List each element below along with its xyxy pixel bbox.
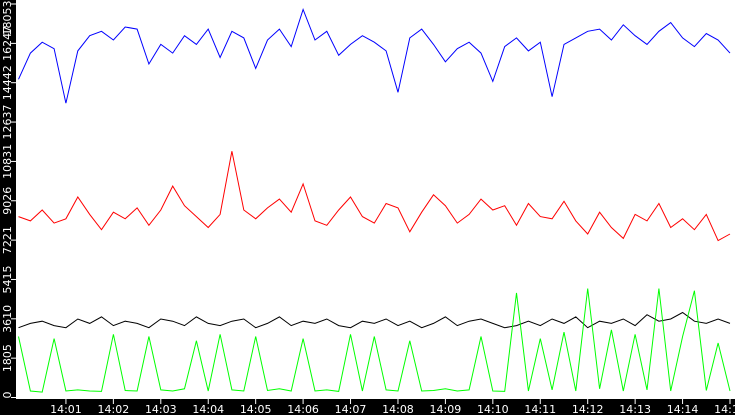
x-tick-label: 14:13 xyxy=(619,403,651,415)
y-tick-label: 1805 xyxy=(1,344,14,372)
x-tick-label: 14:04 xyxy=(192,403,224,415)
x-tick-label: 14:11 xyxy=(524,403,556,415)
x-tick-label: 14:07 xyxy=(335,403,367,415)
x-tick-label: 14:15 xyxy=(714,403,735,415)
x-tick-label: 14:03 xyxy=(145,403,177,415)
y-tick-label: 3610 xyxy=(1,305,14,333)
y-tick-label: 9026 xyxy=(1,187,14,215)
y-tick-label: 7221 xyxy=(1,226,14,254)
x-tick-label: 14:06 xyxy=(287,403,319,415)
series-line-2 xyxy=(18,311,731,329)
x-tick-label: 14:10 xyxy=(477,403,509,415)
x-tick-label: 14:09 xyxy=(430,403,462,415)
y-tick-label: 5415 xyxy=(1,265,14,293)
x-tick-label: 14:01 xyxy=(50,403,82,415)
plot-area xyxy=(16,0,735,399)
x-tick-label: 14:08 xyxy=(382,403,414,415)
y-tick-label: 12637 xyxy=(1,105,14,140)
series-line-3 xyxy=(18,288,731,393)
y-tick-label: 10831 xyxy=(1,144,14,179)
series-line-0 xyxy=(18,8,731,104)
y-tick-label: 0 xyxy=(1,392,14,399)
series-line-1 xyxy=(18,151,731,242)
x-tick-label: 14:02 xyxy=(98,403,130,415)
y-tick-label: 18053 xyxy=(1,1,14,36)
y-tick-label: 16247 xyxy=(1,26,14,61)
x-tick-label: 14:14 xyxy=(667,403,699,415)
y-tick-label: 14442 xyxy=(1,65,14,100)
x-tick-label: 14:05 xyxy=(240,403,272,415)
x-tick-label: 14:12 xyxy=(572,403,604,415)
